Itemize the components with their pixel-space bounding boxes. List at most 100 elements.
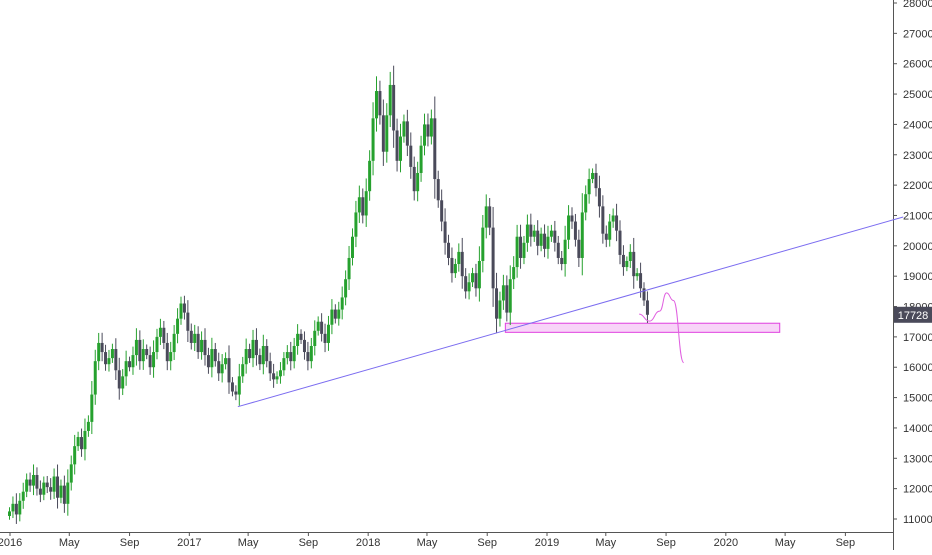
candle-body — [165, 342, 169, 362]
candle — [423, 113, 427, 156]
candle-body — [471, 273, 475, 283]
candle-body — [299, 333, 303, 340]
candle — [165, 332, 169, 371]
candle — [515, 224, 519, 278]
candle — [158, 318, 162, 345]
candle-body — [374, 91, 378, 119]
candle-body — [14, 503, 18, 515]
candle — [203, 328, 207, 366]
candle — [621, 245, 625, 276]
candle-body — [392, 84, 396, 131]
candle — [155, 328, 159, 360]
candle — [549, 224, 553, 242]
candle-body — [344, 279, 348, 298]
candle-body — [258, 355, 262, 365]
candle — [213, 342, 217, 367]
candle-body — [296, 333, 300, 346]
candle-body — [66, 482, 70, 504]
candle — [320, 313, 324, 342]
candle-body — [62, 485, 66, 504]
candle-body — [86, 421, 90, 431]
candle — [38, 480, 42, 503]
candle-body — [505, 285, 509, 313]
candle — [66, 469, 70, 516]
candle-body — [423, 124, 427, 146]
candle-body — [76, 437, 80, 447]
candle-body — [107, 358, 111, 365]
candle-body — [121, 376, 125, 389]
support-zone-rectangle[interactable] — [504, 322, 781, 333]
candle-body — [230, 382, 234, 392]
candle-body — [265, 345, 269, 362]
candle-body — [169, 352, 173, 362]
price-tick-label: 13000 — [903, 453, 932, 465]
candle — [93, 349, 97, 405]
candle — [121, 369, 125, 396]
candle — [443, 208, 447, 255]
candle-body — [35, 474, 39, 489]
candle-body — [412, 166, 416, 192]
candle-body — [172, 333, 176, 353]
candle — [323, 323, 327, 353]
candle — [440, 189, 444, 232]
candle-body — [326, 324, 330, 343]
candle — [107, 349, 111, 372]
candle — [254, 328, 258, 366]
candle — [52, 468, 56, 499]
candle — [196, 326, 200, 359]
candle — [467, 273, 471, 300]
candle — [162, 320, 166, 350]
candle — [601, 195, 605, 244]
candle — [35, 467, 39, 496]
candle — [265, 339, 269, 368]
candle-body — [337, 309, 341, 319]
candle-body — [158, 327, 162, 337]
candle — [145, 344, 149, 360]
candle — [282, 352, 286, 376]
candle-body — [306, 352, 310, 362]
candle-body — [570, 215, 574, 222]
candle — [402, 114, 406, 143]
candle — [632, 237, 636, 289]
candle-body — [261, 345, 265, 365]
time-tick-label: May — [238, 537, 259, 549]
candle — [453, 258, 457, 278]
candle-body — [484, 206, 488, 228]
price-tick-label: 28000 — [903, 0, 932, 10]
price-tick-label: 27000 — [903, 28, 932, 40]
candle — [409, 132, 413, 179]
candle-body — [200, 339, 204, 353]
candle-body — [405, 121, 409, 146]
candle-body — [416, 172, 420, 192]
candle-body — [409, 145, 413, 167]
drawings-layer[interactable] — [237, 216, 904, 408]
candle — [361, 188, 365, 224]
candle — [333, 304, 337, 324]
candle — [350, 228, 354, 266]
candle — [330, 299, 334, 335]
candle — [357, 185, 361, 223]
candle — [628, 244, 632, 268]
candle — [117, 357, 121, 400]
candle — [261, 334, 265, 375]
time-scale[interactable]: 2016 May Sep 2017 May Sep 2018 May Sep 2019 May Sep… — [0, 532, 855, 549]
projection-path[interactable] — [639, 292, 685, 364]
trendline[interactable] — [237, 216, 904, 408]
candle — [134, 328, 138, 366]
candle-body — [457, 251, 461, 265]
candle-body — [213, 349, 217, 362]
candle-body — [285, 352, 289, 359]
candle — [498, 291, 502, 327]
candle — [313, 320, 317, 356]
candle — [200, 331, 204, 360]
candle — [539, 227, 543, 252]
candle-body — [114, 349, 118, 371]
candle-body — [275, 376, 279, 380]
candle-body — [453, 264, 457, 274]
candle — [529, 213, 533, 247]
candle-body — [248, 349, 252, 359]
candle — [220, 354, 224, 383]
candle — [460, 237, 464, 289]
candle-body — [117, 370, 121, 389]
